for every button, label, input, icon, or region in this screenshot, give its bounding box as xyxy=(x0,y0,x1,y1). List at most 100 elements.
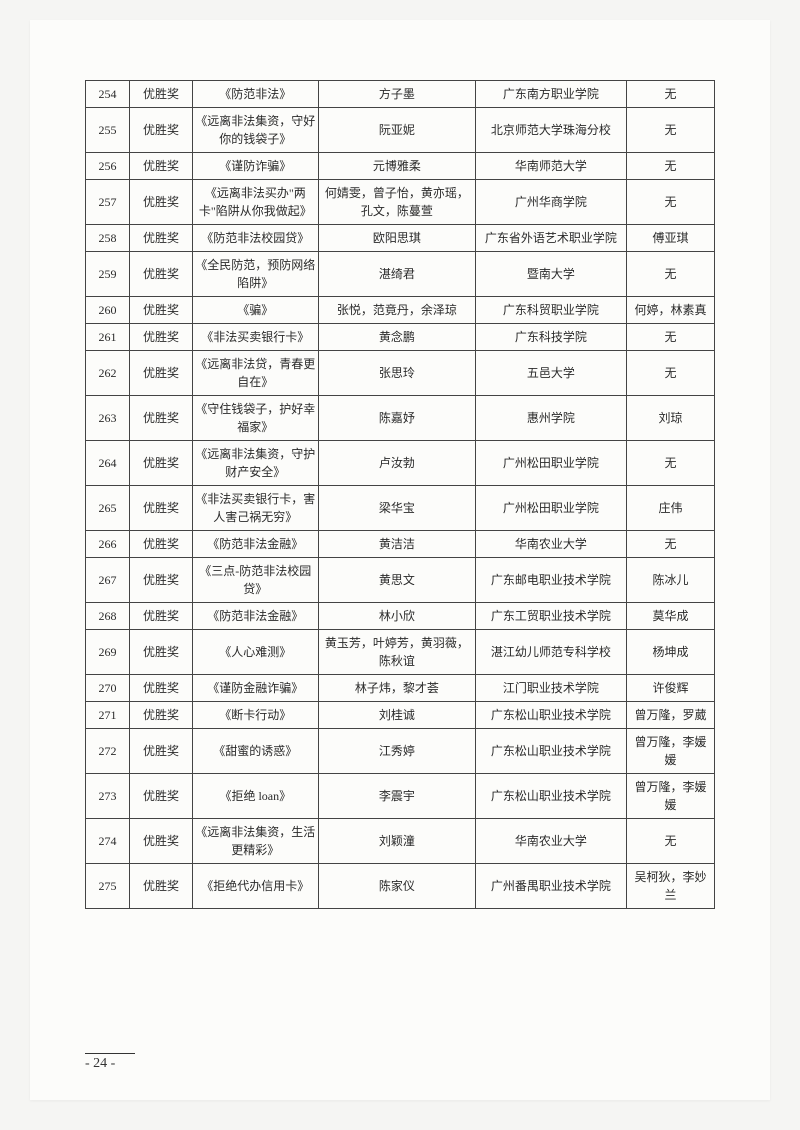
cell-num: 261 xyxy=(86,324,130,351)
cell-title: 《远离非法集资，守护财产安全》 xyxy=(192,441,318,486)
table-row: 270优胜奖《谨防金融诈骗》林子炜，黎才荟江门职业技术学院许俊辉 xyxy=(86,675,715,702)
cell-adv: 曾万隆，李媛媛 xyxy=(626,729,714,774)
cell-school: 广州番禺职业技术学院 xyxy=(475,864,626,909)
cell-num: 264 xyxy=(86,441,130,486)
cell-award: 优胜奖 xyxy=(130,702,193,729)
cell-award: 优胜奖 xyxy=(130,351,193,396)
table-row: 255优胜奖《远离非法集资，守好你的钱袋子》阮亚妮北京师范大学珠海分校无 xyxy=(86,108,715,153)
page-number: - 24 - xyxy=(85,1053,135,1072)
cell-title: 《拒绝 loan》 xyxy=(192,774,318,819)
table-row: 259优胜奖《全民防范，预防网络陷阱》湛绮君暨南大学无 xyxy=(86,252,715,297)
cell-names: 林小欣 xyxy=(318,603,475,630)
cell-adv: 吴柯狄，李妙兰 xyxy=(626,864,714,909)
cell-award: 优胜奖 xyxy=(130,225,193,252)
cell-award: 优胜奖 xyxy=(130,864,193,909)
cell-adv: 何婷，林素真 xyxy=(626,297,714,324)
cell-title: 《防范非法金融》 xyxy=(192,531,318,558)
cell-title: 《全民防范，预防网络陷阱》 xyxy=(192,252,318,297)
document-page: 254优胜奖《防范非法》方子墨广东南方职业学院无255优胜奖《远离非法集资，守好… xyxy=(30,20,770,1100)
cell-names: 张悦，范竟丹，余泽琼 xyxy=(318,297,475,324)
table-row: 254优胜奖《防范非法》方子墨广东南方职业学院无 xyxy=(86,81,715,108)
cell-title: 《三点-防范非法校园贷》 xyxy=(192,558,318,603)
cell-names: 李震宇 xyxy=(318,774,475,819)
cell-num: 271 xyxy=(86,702,130,729)
cell-names: 刘颖潼 xyxy=(318,819,475,864)
cell-num: 258 xyxy=(86,225,130,252)
cell-adv: 许俊辉 xyxy=(626,675,714,702)
table-row: 268优胜奖《防范非法金融》林小欣广东工贸职业技术学院莫华成 xyxy=(86,603,715,630)
cell-names: 湛绮君 xyxy=(318,252,475,297)
cell-title: 《骗》 xyxy=(192,297,318,324)
cell-title: 《防范非法金融》 xyxy=(192,603,318,630)
cell-title: 《非法买卖银行卡，害人害己祸无穷》 xyxy=(192,486,318,531)
cell-names: 刘桂诚 xyxy=(318,702,475,729)
cell-adv: 无 xyxy=(626,180,714,225)
cell-award: 优胜奖 xyxy=(130,252,193,297)
cell-names: 方子墨 xyxy=(318,81,475,108)
cell-num: 266 xyxy=(86,531,130,558)
cell-award: 优胜奖 xyxy=(130,108,193,153)
table-row: 257优胜奖《远离非法买办"两卡"陷阱从你我做起》何婧雯，曾子怡，黄亦瑶，孔文，… xyxy=(86,180,715,225)
cell-names: 黄思文 xyxy=(318,558,475,603)
cell-num: 270 xyxy=(86,675,130,702)
cell-names: 陈嘉妤 xyxy=(318,396,475,441)
cell-names: 黄洁洁 xyxy=(318,531,475,558)
cell-award: 优胜奖 xyxy=(130,297,193,324)
cell-school: 广州华商学院 xyxy=(475,180,626,225)
cell-adv: 无 xyxy=(626,819,714,864)
table-row: 265优胜奖《非法买卖银行卡，害人害己祸无穷》梁华宝广州松田职业学院庄伟 xyxy=(86,486,715,531)
cell-award: 优胜奖 xyxy=(130,630,193,675)
cell-adv: 刘琼 xyxy=(626,396,714,441)
cell-award: 优胜奖 xyxy=(130,729,193,774)
cell-school: 华南农业大学 xyxy=(475,819,626,864)
cell-school: 广东科贸职业学院 xyxy=(475,297,626,324)
table-row: 262优胜奖《远离非法贷，青春更自在》张思玲五邑大学无 xyxy=(86,351,715,396)
table-row: 263优胜奖《守住钱袋子，护好幸福家》陈嘉妤惠州学院刘琼 xyxy=(86,396,715,441)
cell-names: 阮亚妮 xyxy=(318,108,475,153)
cell-num: 273 xyxy=(86,774,130,819)
table-row: 258优胜奖《防范非法校园贷》欧阳思琪广东省外语艺术职业学院傅亚琪 xyxy=(86,225,715,252)
cell-school: 广东南方职业学院 xyxy=(475,81,626,108)
cell-adv: 曾万隆，罗葳 xyxy=(626,702,714,729)
cell-names: 林子炜，黎才荟 xyxy=(318,675,475,702)
cell-num: 265 xyxy=(86,486,130,531)
table-row: 260优胜奖《骗》张悦，范竟丹，余泽琼广东科贸职业学院何婷，林素真 xyxy=(86,297,715,324)
cell-award: 优胜奖 xyxy=(130,153,193,180)
cell-title: 《远离非法买办"两卡"陷阱从你我做起》 xyxy=(192,180,318,225)
cell-names: 张思玲 xyxy=(318,351,475,396)
cell-names: 江秀婷 xyxy=(318,729,475,774)
cell-title: 《拒绝代办信用卡》 xyxy=(192,864,318,909)
cell-school: 广州松田职业学院 xyxy=(475,441,626,486)
cell-school: 暨南大学 xyxy=(475,252,626,297)
cell-names: 卢汝勃 xyxy=(318,441,475,486)
cell-adv: 无 xyxy=(626,252,714,297)
cell-adv: 无 xyxy=(626,108,714,153)
cell-adv: 无 xyxy=(626,441,714,486)
cell-num: 254 xyxy=(86,81,130,108)
cell-title: 《防范非法校园贷》 xyxy=(192,225,318,252)
cell-award: 优胜奖 xyxy=(130,558,193,603)
table-row: 271优胜奖《断卡行动》刘桂诚广东松山职业技术学院曾万隆，罗葳 xyxy=(86,702,715,729)
cell-names: 黄玉芳，叶婷芳，黄羽薇，陈秋谊 xyxy=(318,630,475,675)
cell-award: 优胜奖 xyxy=(130,603,193,630)
cell-school: 广东科技学院 xyxy=(475,324,626,351)
cell-school: 华南师范大学 xyxy=(475,153,626,180)
cell-title: 《人心难测》 xyxy=(192,630,318,675)
cell-school: 华南农业大学 xyxy=(475,531,626,558)
cell-num: 260 xyxy=(86,297,130,324)
cell-school: 广东松山职业技术学院 xyxy=(475,702,626,729)
cell-adv: 莫华成 xyxy=(626,603,714,630)
cell-award: 优胜奖 xyxy=(130,486,193,531)
cell-school: 广东松山职业技术学院 xyxy=(475,729,626,774)
table-row: 273优胜奖《拒绝 loan》李震宇广东松山职业技术学院曾万隆，李媛媛 xyxy=(86,774,715,819)
cell-adv: 无 xyxy=(626,81,714,108)
cell-award: 优胜奖 xyxy=(130,675,193,702)
table-row: 266优胜奖《防范非法金融》黄洁洁华南农业大学无 xyxy=(86,531,715,558)
cell-title: 《谨防诈骗》 xyxy=(192,153,318,180)
cell-school: 广州松田职业学院 xyxy=(475,486,626,531)
cell-num: 269 xyxy=(86,630,130,675)
cell-adv: 无 xyxy=(626,153,714,180)
cell-adv: 无 xyxy=(626,531,714,558)
table-row: 275优胜奖《拒绝代办信用卡》陈家仪广州番禺职业技术学院吴柯狄，李妙兰 xyxy=(86,864,715,909)
cell-title: 《守住钱袋子，护好幸福家》 xyxy=(192,396,318,441)
